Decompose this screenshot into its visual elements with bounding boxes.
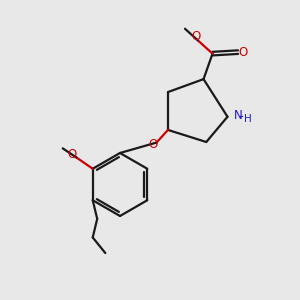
Text: O: O — [148, 138, 157, 151]
Text: O: O — [191, 30, 201, 43]
Text: O: O — [239, 46, 248, 59]
Text: H: H — [244, 114, 252, 124]
Text: O: O — [68, 148, 77, 161]
Text: N: N — [234, 109, 243, 122]
